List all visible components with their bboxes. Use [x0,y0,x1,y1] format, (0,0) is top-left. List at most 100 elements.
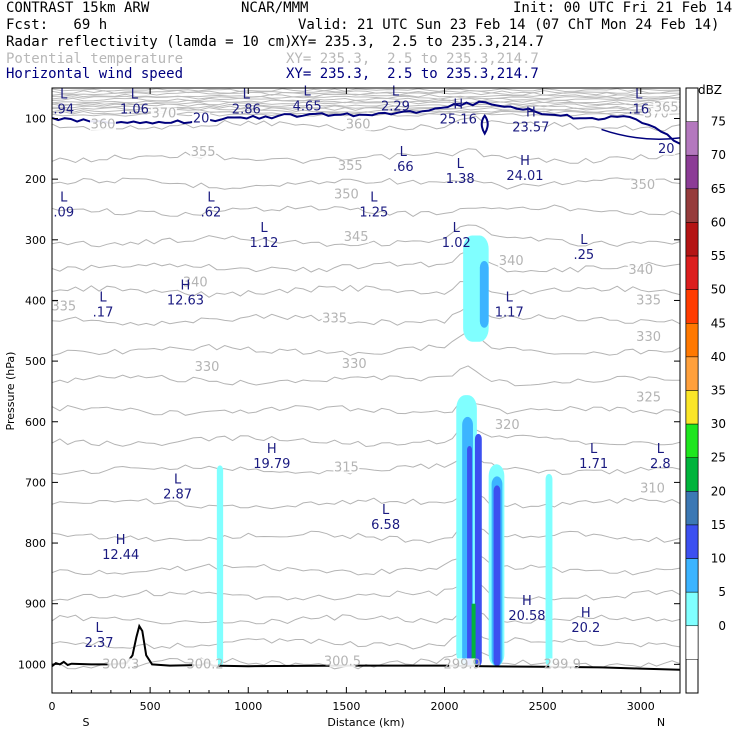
field-reflectivity-xy: XY= 235.3, 2.5 to 235.3,214.7 [291,34,544,50]
extremum-letter: H [526,106,536,121]
theta-label-mask [635,294,662,307]
field-reflectivity-label: Radar reflectivity (lamda = 10 cm) [6,34,293,50]
extremum-value: 2.29 [381,99,410,114]
colorbar-swatch [685,255,699,290]
field-wind-label: Horizontal wind speed [6,66,184,82]
extremum-letter: H [181,278,191,293]
colorbar-swatch [685,390,699,425]
theta-contour-line [52,91,680,96]
extremum-letter: L [243,87,251,102]
wind-contour-label: 20 [658,142,675,157]
theta-contour-label: 315 [334,460,359,475]
colorbar-swatch [685,558,699,593]
extremum-value: 1.38 [446,172,475,187]
theta-label-mask [107,658,134,671]
colorbar-swatch [685,121,699,156]
theta-contour-labels: 360 360 355 355 350 350 345 340 340 340 335 335 335 3… [50,101,680,672]
theta-label-mask [329,655,356,668]
theta-contour-label: 320 [495,418,520,433]
colorbar-level-label: 45 [711,316,726,330]
theta-contour-line [52,579,680,602]
extremum-letter: L [590,442,598,457]
theta-label-mask [50,300,77,313]
extremum-letter: L [400,145,408,160]
south-end-label: S [83,716,90,729]
theta-label-mask [182,276,209,289]
colorbar-level-label: 15 [711,518,726,532]
x-tick-label: 500 [140,700,161,713]
theta-contour-line [52,95,680,100]
extremum-letter: L [457,157,465,172]
theta-contour-label: 355 [338,159,363,174]
extremum-value: 2.8 [650,457,671,472]
extremum-value: .17 [93,306,114,321]
extremum-letter: H [520,154,530,169]
theta-contour-label: 355 [191,145,216,160]
theta-contour-label: 299.9 [544,657,581,672]
theta-label-mask [449,658,476,671]
forecast-hour-label: Fcst: 69 h [6,17,108,33]
extremum-value: .09 [53,205,74,220]
extremum-value: 1.12 [249,236,278,251]
x-tick-label: 0 [49,700,56,713]
theta-label-mask [194,361,221,374]
colorbar-swatch [685,222,699,257]
colorbar-level-label: 55 [711,249,726,263]
theta-contour-label: 340 [183,275,208,290]
north-end-label: N [657,716,665,729]
extremum-value: 20.58 [508,609,545,624]
reflectivity-narrow-cell-west [216,465,224,667]
colorbar-swatch [685,591,699,627]
theta-contour-line [52,177,680,190]
extremum-letter: L [207,190,215,205]
extremum-letter: L [370,190,378,205]
extremum-value: .25 [573,248,594,263]
y-tick-label: 600 [25,416,46,429]
theta-contour-line [52,453,680,476]
theta-contour-label: 335 [322,312,347,327]
extremum-value: .62 [201,205,222,220]
extremum-value: .94 [53,102,74,117]
extremum-value: 1.25 [359,205,388,220]
colorbar-level-label: 35 [711,384,726,398]
theta-contour-label: 300.3 [102,657,139,672]
theta-contour-label: 300.2 [186,657,223,672]
extremum-letter: L [131,87,139,102]
theta-contour-label: 340 [499,254,524,269]
extremum-value: 1.17 [495,306,524,321]
theta-label-mask [190,145,217,158]
y-tick-label: 900 [25,598,46,611]
theta-label-mask [333,188,360,201]
y-tick-label: 200 [25,173,46,186]
colorbar-level-label: 75 [711,115,726,129]
theta-contour-label: 330 [342,357,367,372]
colorbar-swatch [685,524,699,559]
theta-contour-label: 325 [636,391,661,406]
x-tick-label: 1500 [332,700,360,713]
extremum-value: 19.79 [253,457,290,472]
colorbar-swatch [685,154,699,190]
colorbar-level-label: 70 [711,148,726,162]
extremum-value: .66 [393,160,414,175]
y-tick-label: 400 [25,294,46,307]
theta-label-mask [498,255,525,268]
reflectivity-main-cell-core-east [474,433,482,667]
reflectivity-narrow-cell-east [545,473,553,667]
y-tick-label: 1000 [18,658,46,671]
extremum-letter: H [453,98,463,113]
extremum-letter: L [382,503,390,518]
colorbar-level-label: 20 [711,484,726,498]
organization-label: NCAR/MMM [241,0,309,16]
theta-contour-line [52,330,680,357]
theta-contours [52,88,680,670]
y-tick-label: 700 [25,476,46,489]
theta-contour-label: 335 [51,300,76,315]
theta-contour-label: 365 [654,101,679,116]
wind-label-mask [192,112,211,125]
field-theta-xy: XY= 235.3, 2.5 to 235.3,214.7 [286,51,539,67]
extremum-letter: L [174,472,182,487]
theta-contour-label: 300.5 [324,654,361,669]
